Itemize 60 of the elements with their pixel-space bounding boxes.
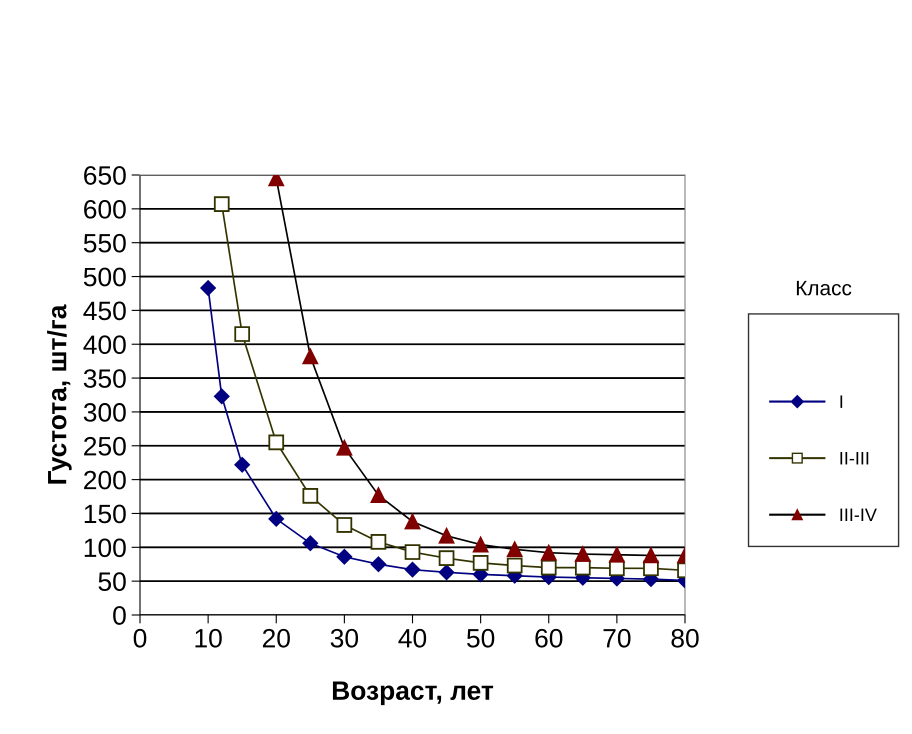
y-tick-label: 50 bbox=[98, 572, 126, 591]
x-tick-label: 60 bbox=[535, 628, 562, 648]
point bbox=[404, 514, 420, 530]
y-tick-label: 0 bbox=[113, 606, 126, 625]
x-axis-title: Возраст, лет bbox=[332, 682, 494, 706]
point bbox=[438, 528, 454, 544]
legend-label: I bbox=[840, 395, 842, 408]
y-tick-label: 350 bbox=[84, 369, 126, 388]
point bbox=[472, 555, 488, 571]
x-tick-label: 70 bbox=[604, 628, 631, 648]
x-tick-label: 80 bbox=[671, 628, 699, 648]
y-tick-label: 550 bbox=[84, 234, 126, 253]
point bbox=[302, 488, 318, 504]
point bbox=[438, 564, 454, 580]
y-tick-label: 250 bbox=[84, 436, 126, 456]
legend-title: Класс bbox=[796, 280, 852, 296]
point bbox=[370, 487, 386, 504]
point bbox=[370, 534, 386, 550]
point bbox=[643, 548, 659, 564]
x-tick-label: 0 bbox=[134, 628, 146, 648]
point bbox=[336, 549, 352, 565]
point bbox=[234, 326, 250, 342]
point bbox=[214, 388, 230, 404]
point bbox=[609, 546, 625, 563]
x-tick-label: 40 bbox=[398, 628, 426, 648]
x-tick-label: 50 bbox=[467, 628, 494, 648]
point bbox=[336, 517, 352, 533]
point bbox=[506, 558, 523, 574]
point bbox=[404, 562, 420, 578]
point bbox=[336, 440, 352, 456]
x-tick-label: 30 bbox=[330, 628, 358, 648]
point bbox=[214, 196, 230, 212]
y-tick-label: 200 bbox=[84, 470, 126, 490]
point bbox=[540, 560, 557, 576]
point bbox=[540, 544, 557, 561]
x-tick-label: 20 bbox=[262, 628, 290, 648]
y-tick-label: 100 bbox=[84, 538, 126, 558]
y-axis-title: Густота, шт/га bbox=[47, 304, 72, 484]
point bbox=[302, 348, 318, 364]
point bbox=[234, 456, 250, 473]
point bbox=[268, 511, 284, 527]
point bbox=[200, 280, 216, 296]
y-tick-label: 300 bbox=[84, 403, 126, 422]
point bbox=[472, 536, 488, 552]
point bbox=[268, 434, 284, 450]
point bbox=[506, 541, 523, 558]
y-tick-label: 150 bbox=[84, 504, 126, 524]
x-tick-label: 10 bbox=[195, 628, 222, 648]
y-tick-label: 450 bbox=[83, 302, 126, 320]
point bbox=[302, 535, 318, 552]
y-tick-label: 400 bbox=[83, 335, 126, 354]
y-tick-label: 650 bbox=[84, 166, 126, 185]
legend-label: III-IV bbox=[840, 508, 877, 521]
point bbox=[404, 544, 420, 560]
y-tick-label: 500 bbox=[84, 268, 126, 286]
point bbox=[370, 556, 386, 572]
y-tick-label: 600 bbox=[84, 200, 126, 219]
point bbox=[574, 546, 591, 562]
point bbox=[438, 550, 454, 566]
legend-label: II-III bbox=[840, 452, 868, 464]
